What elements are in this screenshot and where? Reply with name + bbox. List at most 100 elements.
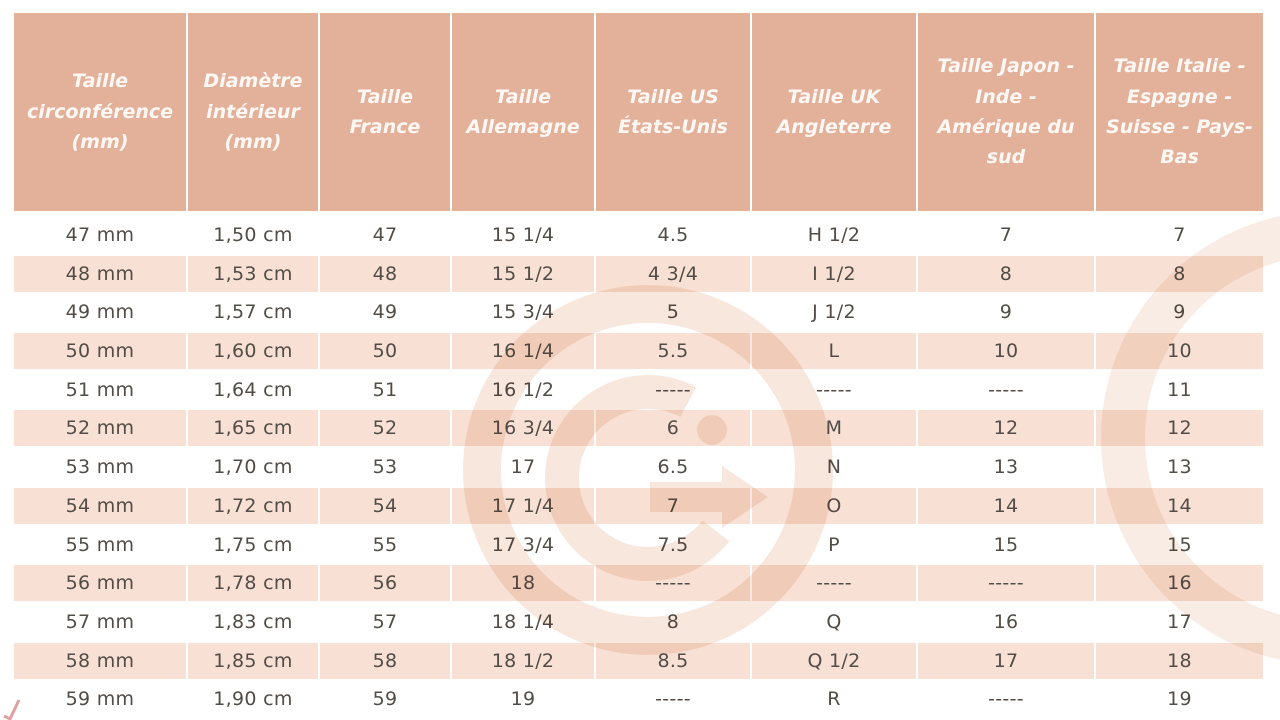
cell-france: 58 [320, 642, 450, 679]
cell-italie: 8 [1096, 255, 1263, 292]
cell-japon: 13 [993, 456, 1019, 479]
cell-italie: 11 [1167, 378, 1192, 401]
cell-uk: N [826, 456, 842, 479]
cell-uk: Q 1/2 [752, 642, 916, 679]
cell-uk: L [752, 333, 916, 370]
cell-circonference: 54 mm [14, 487, 186, 524]
cell-japon: 15 [993, 533, 1019, 556]
cell-uk: P [828, 533, 840, 556]
cell-us: 5 [666, 301, 680, 324]
cell-us: 7 [596, 487, 750, 524]
cell-diametre: 1,78 cm [188, 565, 318, 602]
cell-us: 4.5 [657, 224, 689, 246]
cell-circonference: 59 mm [65, 688, 135, 711]
cell-circonference: 56 mm [14, 565, 186, 602]
cell-diametre: 1,64 cm [213, 378, 293, 401]
table-row: 50 mm 1,60 cm 50 16 1/4 5.5 L 10 10 [14, 333, 1264, 370]
cell-us: 4 3/4 [596, 255, 750, 292]
cell-allemagne: 15 3/4 [491, 301, 555, 324]
cell-france: 47 [372, 224, 398, 246]
table-header-row: Taille circonférence (mm) Diamètre intér… [14, 13, 1264, 211]
column-header-allemagne: Taille Allemagne [452, 13, 594, 211]
column-header-uk: Taille UK Angleterre [752, 13, 916, 211]
cell-italie: 13 [1167, 456, 1192, 479]
table-row: 56 mm 1,78 cm 56 18 ----- ----- ----- 16 [14, 565, 1264, 602]
cell-allemagne: 17 1/4 [452, 487, 594, 524]
cell-france: 53 [372, 456, 398, 479]
cell-circonference: 57 mm [65, 610, 135, 633]
cell-france: 52 [320, 410, 450, 447]
cell-uk: O [752, 487, 916, 524]
table-body: 47 mm 1,50 cm 47 15 1/4 4.5 H 1/2 7 7 48 mm 1,53 … [14, 217, 1264, 720]
table-row: 54 mm 1,72 cm 54 17 1/4 7 O 14 14 [14, 487, 1264, 524]
table-row: 51 mm 1,64 cm 51 16 1/2 ----- ----- ----- 11 [14, 372, 1264, 408]
cell-italie: 18 [1096, 642, 1263, 679]
cell-us: 8.5 [596, 642, 750, 679]
cell-circonference: 58 mm [14, 642, 186, 679]
cell-allemagne: 18 [452, 565, 594, 602]
cell-japon: 7 [999, 224, 1013, 246]
cell-japon: 16 [993, 610, 1019, 633]
cell-italie: 15 [1167, 533, 1192, 556]
cell-uk: ----- [752, 565, 916, 602]
column-header-japon: Taille Japon - Inde - Amérique du sud [918, 13, 1094, 211]
cell-japon: 12 [918, 410, 1094, 447]
cell-circonference: 53 mm [65, 456, 135, 479]
cell-france: 57 [372, 610, 398, 633]
cell-diametre: 1,50 cm [213, 224, 293, 246]
size-conversion-table: Taille circonférence (mm) Diamètre intér… [14, 13, 1264, 720]
cell-japon: 14 [918, 487, 1094, 524]
table-row: 47 mm 1,50 cm 47 15 1/4 4.5 H 1/2 7 7 [14, 217, 1264, 253]
cell-circonference: 51 mm [65, 378, 135, 401]
cell-france: 51 [372, 378, 398, 401]
table-row: 58 mm 1,85 cm 58 18 1/2 8.5 Q 1/2 17 18 [14, 642, 1264, 679]
cell-france: 50 [320, 333, 450, 370]
cell-us: 6.5 [657, 456, 689, 479]
cell-france: 56 [320, 565, 450, 602]
cell-us: 5.5 [596, 333, 750, 370]
cell-diametre: 1,65 cm [188, 410, 318, 447]
cell-italie: 9 [1173, 301, 1186, 324]
cell-italie: 14 [1096, 487, 1263, 524]
cell-uk: I 1/2 [752, 255, 916, 292]
cell-japon: ----- [988, 688, 1024, 711]
table-row: 49 mm 1,57 cm 49 15 3/4 5 J 1/2 9 9 [14, 294, 1264, 330]
cell-circonference: 55 mm [65, 533, 135, 556]
table-row: 48 mm 1,53 cm 48 15 1/2 4 3/4 I 1/2 8 8 [14, 255, 1264, 292]
cell-italie: 12 [1096, 410, 1263, 447]
cell-japon: ----- [988, 378, 1024, 401]
cell-uk: H 1/2 [807, 224, 861, 246]
cell-allemagne: 19 [510, 688, 536, 711]
cell-allemagne: 16 1/2 [491, 378, 555, 401]
table-row: 57 mm 1,83 cm 57 18 1/4 8 Q 16 17 [14, 604, 1264, 640]
cell-us: ----- [655, 688, 691, 711]
table-row: 59 mm 1,90 cm 59 19 ----- R ----- 19 [14, 681, 1264, 717]
cell-circonference: 50 mm [14, 333, 186, 370]
cell-japon: 10 [918, 333, 1094, 370]
cell-us: 7.5 [657, 533, 689, 556]
cell-japon: 9 [999, 301, 1013, 324]
cell-allemagne: 15 1/4 [491, 224, 555, 246]
cell-us: ----- [655, 378, 691, 401]
cell-allemagne: 18 1/2 [452, 642, 594, 679]
cell-allemagne: 17 3/4 [491, 533, 555, 556]
table-row: 55 mm 1,75 cm 55 17 3/4 7.5 P 15 15 [14, 527, 1264, 563]
column-header-france: Taille France [320, 13, 450, 211]
cell-diametre: 1,75 cm [213, 533, 293, 556]
cell-circonference: 52 mm [14, 410, 186, 447]
cell-diametre: 1,53 cm [188, 255, 318, 292]
cell-france: 55 [372, 533, 398, 556]
cell-us: 8 [666, 610, 680, 633]
cell-allemagne: 16 1/4 [452, 333, 594, 370]
column-header-italie: Taille Italie - Espagne - Suisse - Pays-… [1096, 13, 1263, 211]
cell-circonference: 49 mm [65, 301, 135, 324]
cell-circonference: 48 mm [14, 255, 186, 292]
cell-uk: ----- [816, 378, 852, 401]
cell-diametre: 1,70 cm [213, 456, 293, 479]
cell-diametre: 1,90 cm [213, 688, 293, 711]
table-row: 52 mm 1,65 cm 52 16 3/4 6 M 12 12 [14, 410, 1264, 447]
cell-uk: M [752, 410, 916, 447]
cell-diametre: 1,72 cm [188, 487, 318, 524]
column-header-circonference: Taille circonférence (mm) [14, 13, 186, 211]
